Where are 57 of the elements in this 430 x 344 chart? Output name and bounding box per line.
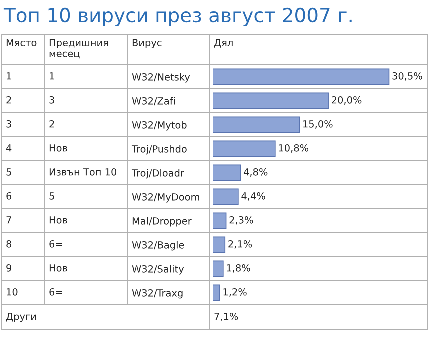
bar [213, 284, 220, 302]
text: Извън Топ 10 [50, 168, 117, 176]
y-tick-label: W32/MyDoom [132, 193, 200, 203]
bar [213, 116, 300, 134]
y-tick-label: W32/Zafi [132, 97, 176, 106]
y-tick-label: W32/Bagle [132, 241, 184, 251]
bar [213, 260, 224, 278]
y-tick-label: Troj/Dloadr [132, 169, 184, 179]
data-label: 1,2% [224, 288, 247, 297]
bar [213, 92, 329, 110]
text: 1 [50, 72, 54, 80]
text: 2 [50, 120, 54, 128]
text: Предишния месец [50, 39, 108, 59]
text: 8 [6, 240, 12, 248]
text: Нов [50, 216, 68, 224]
text: 6= [50, 240, 62, 248]
text: 5 [50, 192, 54, 200]
data-label: 4,8% [244, 168, 268, 177]
text: 7 [6, 216, 12, 224]
data-label: 2,1% [228, 240, 252, 249]
text: 6 [6, 192, 12, 200]
text: Нов [50, 264, 68, 272]
data-label: 10,8% [279, 144, 309, 153]
text: 3 [6, 120, 12, 128]
text: Вирус [132, 39, 162, 48]
text: 3 [50, 96, 54, 104]
data-label: 1,8% [227, 264, 250, 273]
text: Дял [214, 39, 233, 48]
y-tick-label: W32/Mytob [132, 121, 187, 131]
text: Други [6, 313, 36, 322]
text: 1 [7, 72, 12, 80]
text: Нов [50, 144, 68, 152]
bar [213, 68, 390, 86]
data-label: 4,4% [242, 192, 266, 201]
data-label: 2,3% [230, 216, 254, 225]
y-tick-label: W32/Netsky [132, 73, 190, 83]
chart-title: Топ 10 вируси през август 2007 г. [4, 8, 352, 26]
text: 10 [7, 288, 18, 296]
text: Място [6, 39, 37, 47]
data-label: 30,5% [392, 72, 422, 81]
bar [213, 236, 226, 254]
bar [213, 188, 239, 206]
y-tick-label: W32/Sality [132, 265, 184, 275]
data-label: 20,0% [332, 96, 362, 105]
y-tick-label: Troj/Pushdo [132, 145, 187, 155]
text: 4 [6, 144, 12, 152]
bar [213, 140, 276, 158]
text: 5 [6, 168, 12, 176]
text: 9 [6, 264, 12, 272]
bar [213, 164, 242, 182]
text: 7,1% [214, 312, 238, 322]
bar [213, 212, 227, 230]
text: 2 [6, 96, 12, 104]
text: 6= [50, 288, 62, 296]
y-tick-label: Mal/Dropper [132, 217, 192, 227]
data-label: 15,0% [304, 120, 333, 129]
y-tick-label: W32/Traxg [132, 289, 183, 299]
